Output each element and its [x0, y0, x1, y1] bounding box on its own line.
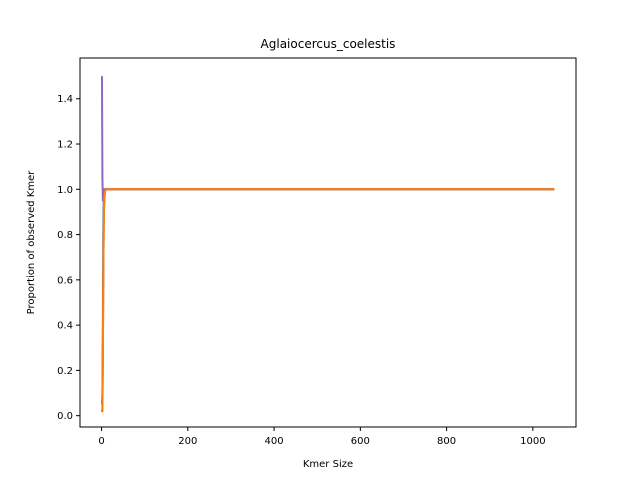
- x-tick-label: 0: [98, 436, 104, 447]
- y-tick-label: 0.2: [57, 366, 73, 377]
- x-axis: 0 200 400 600 800 1000: [98, 427, 546, 447]
- y-tick-label: 0.0: [57, 411, 73, 422]
- y-tick-label: 0.8: [57, 230, 73, 241]
- chart-title: Aglaiocercus_coelestis: [261, 37, 396, 51]
- y-tick-label: 0.4: [57, 321, 73, 332]
- series-line-3: [101, 188, 555, 413]
- x-tick-label: 800: [437, 436, 456, 447]
- x-axis-label: Kmer Size: [303, 459, 353, 470]
- y-tick-label: 1.4: [57, 94, 73, 105]
- y-tick-label: 0.6: [57, 275, 73, 286]
- y-tick-label: 1.0: [57, 185, 73, 196]
- y-axis: 0.0 0.2 0.4 0.6 0.8 1.0 1.2 1.4: [57, 94, 80, 422]
- plot-frame: [79, 57, 577, 428]
- x-tick-label: 1000: [520, 436, 545, 447]
- y-axis-label: Proportion of observed Kmer: [26, 170, 37, 315]
- x-tick-label: 200: [178, 436, 197, 447]
- x-tick-label: 600: [351, 436, 370, 447]
- plot-area: [101, 76, 555, 413]
- x-tick-label: 400: [265, 436, 284, 447]
- y-tick-label: 1.2: [57, 140, 73, 151]
